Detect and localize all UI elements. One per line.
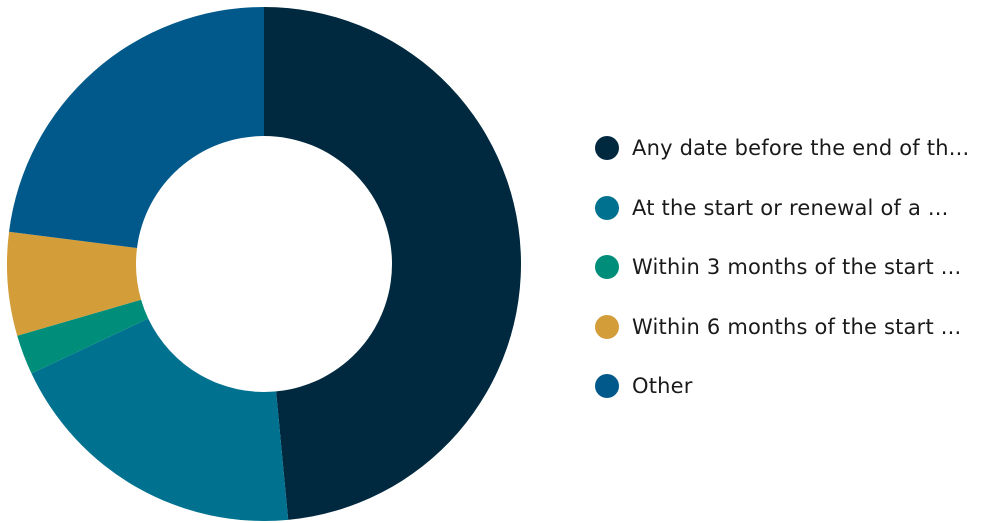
chart-legend: Any date before the end of th... At the …	[595, 133, 1000, 431]
donut-slice[interactable]	[9, 7, 265, 248]
legend-label: Within 3 months of the start ...	[632, 255, 962, 279]
legend-swatch	[595, 136, 619, 160]
legend-item[interactable]: Other	[595, 371, 1000, 401]
legend-swatch	[595, 255, 619, 279]
legend-swatch	[595, 374, 619, 398]
donut-chart	[6, 7, 521, 521]
donut-slice[interactable]	[17, 299, 149, 374]
legend-label: Any date before the end of th...	[632, 136, 970, 160]
donut-slice[interactable]	[264, 7, 521, 520]
legend-item[interactable]: Within 3 months of the start ...	[595, 252, 1000, 282]
legend-item[interactable]: Within 6 months of the start ...	[595, 312, 1000, 342]
legend-label: Other	[632, 374, 693, 398]
legend-swatch	[595, 195, 619, 220]
legend-label: At the start or renewal of a ...	[632, 195, 949, 220]
legend-item[interactable]: Any date before the end of th...	[595, 133, 1000, 163]
donut-slice[interactable]	[31, 318, 289, 521]
legend-item[interactable]: At the start or renewal of a ...	[595, 193, 1000, 223]
donut-slice[interactable]	[6, 231, 142, 336]
legend-swatch	[595, 314, 619, 339]
legend-label: Within 6 months of the start ...	[632, 314, 962, 339]
